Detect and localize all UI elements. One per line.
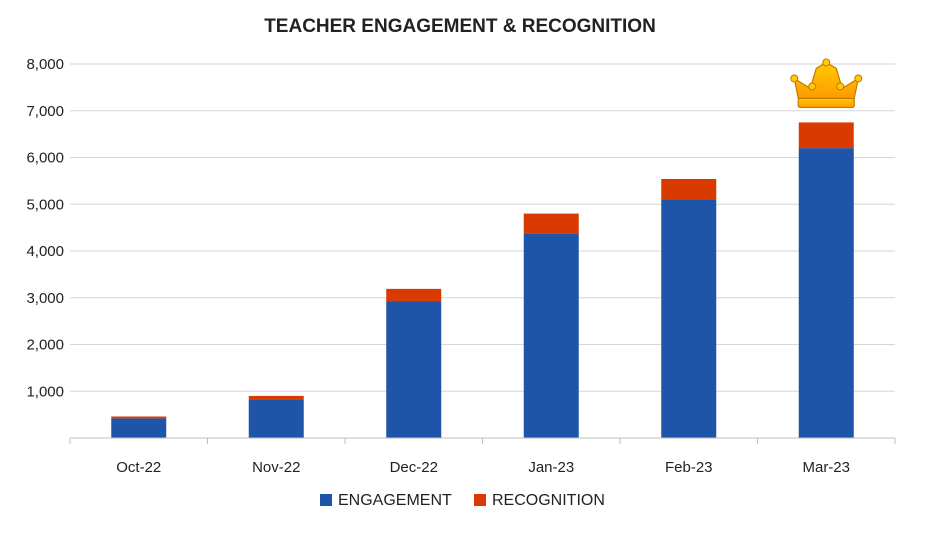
y-tick-label: 8,000 <box>26 56 64 73</box>
crown-jewel <box>808 82 817 91</box>
x-tick-label: Jan-23 <box>528 459 574 476</box>
x-tick-label: Feb-23 <box>665 459 713 476</box>
bar-recognition-feb-23 <box>661 179 717 200</box>
legend: ENGAGEMENT RECOGNITION <box>320 492 605 509</box>
crown-band <box>797 97 855 109</box>
crown-jewel <box>854 74 863 83</box>
y-tick-label: 5,000 <box>26 196 64 213</box>
crown-jewel <box>822 58 831 67</box>
bar-recognition-jan-23 <box>523 213 579 234</box>
y-tick-label: 7,000 <box>26 103 64 120</box>
y-tick-label: 4,000 <box>26 243 64 260</box>
bar-recognition-oct-22 <box>111 416 167 419</box>
legend-swatch-engagement <box>320 494 332 506</box>
y-tick-label: 3,000 <box>26 290 64 307</box>
legend-swatch-recognition <box>474 494 486 506</box>
bar-engagement-dec-22 <box>386 301 442 438</box>
bar-engagement-oct-22 <box>111 418 167 438</box>
gridlines <box>70 63 895 392</box>
x-tick-label: Nov-22 <box>252 459 300 476</box>
crown-jewel <box>790 74 799 83</box>
legend-label-engagement: ENGAGEMENT <box>338 492 452 509</box>
x-axis: Oct-22 Nov-22 Dec-22 Jan-23 Feb-23 Mar-23 <box>69 437 896 476</box>
bar-recognition-nov-22 <box>248 395 304 400</box>
legend-label-recognition: RECOGNITION <box>492 492 605 509</box>
crown-jewel <box>836 82 845 91</box>
bars <box>111 122 854 438</box>
bar-engagement-mar-23 <box>798 148 854 438</box>
chart-title: TEACHER ENGAGEMENT & RECOGNITION <box>264 16 656 37</box>
crown-body <box>793 61 860 100</box>
y-axis-ticks: 1,000 2,000 3,000 4,000 5,000 6,000 7,000 8,000 <box>26 56 64 400</box>
y-tick-label: 2,000 <box>26 337 64 354</box>
bar-recognition-dec-22 <box>386 288 442 302</box>
bar-engagement-nov-22 <box>248 399 304 438</box>
x-tick-label: Mar-23 <box>802 459 850 476</box>
x-tick-label: Dec-22 <box>390 459 438 476</box>
bar-engagement-jan-23 <box>523 233 579 438</box>
bar-engagement-feb-23 <box>661 199 717 438</box>
y-tick-label: 6,000 <box>26 150 64 167</box>
crown-icon <box>790 58 863 109</box>
x-tick-label: Oct-22 <box>116 459 161 476</box>
bar-recognition-mar-23 <box>798 122 854 149</box>
y-tick-label: 1,000 <box>26 383 64 400</box>
